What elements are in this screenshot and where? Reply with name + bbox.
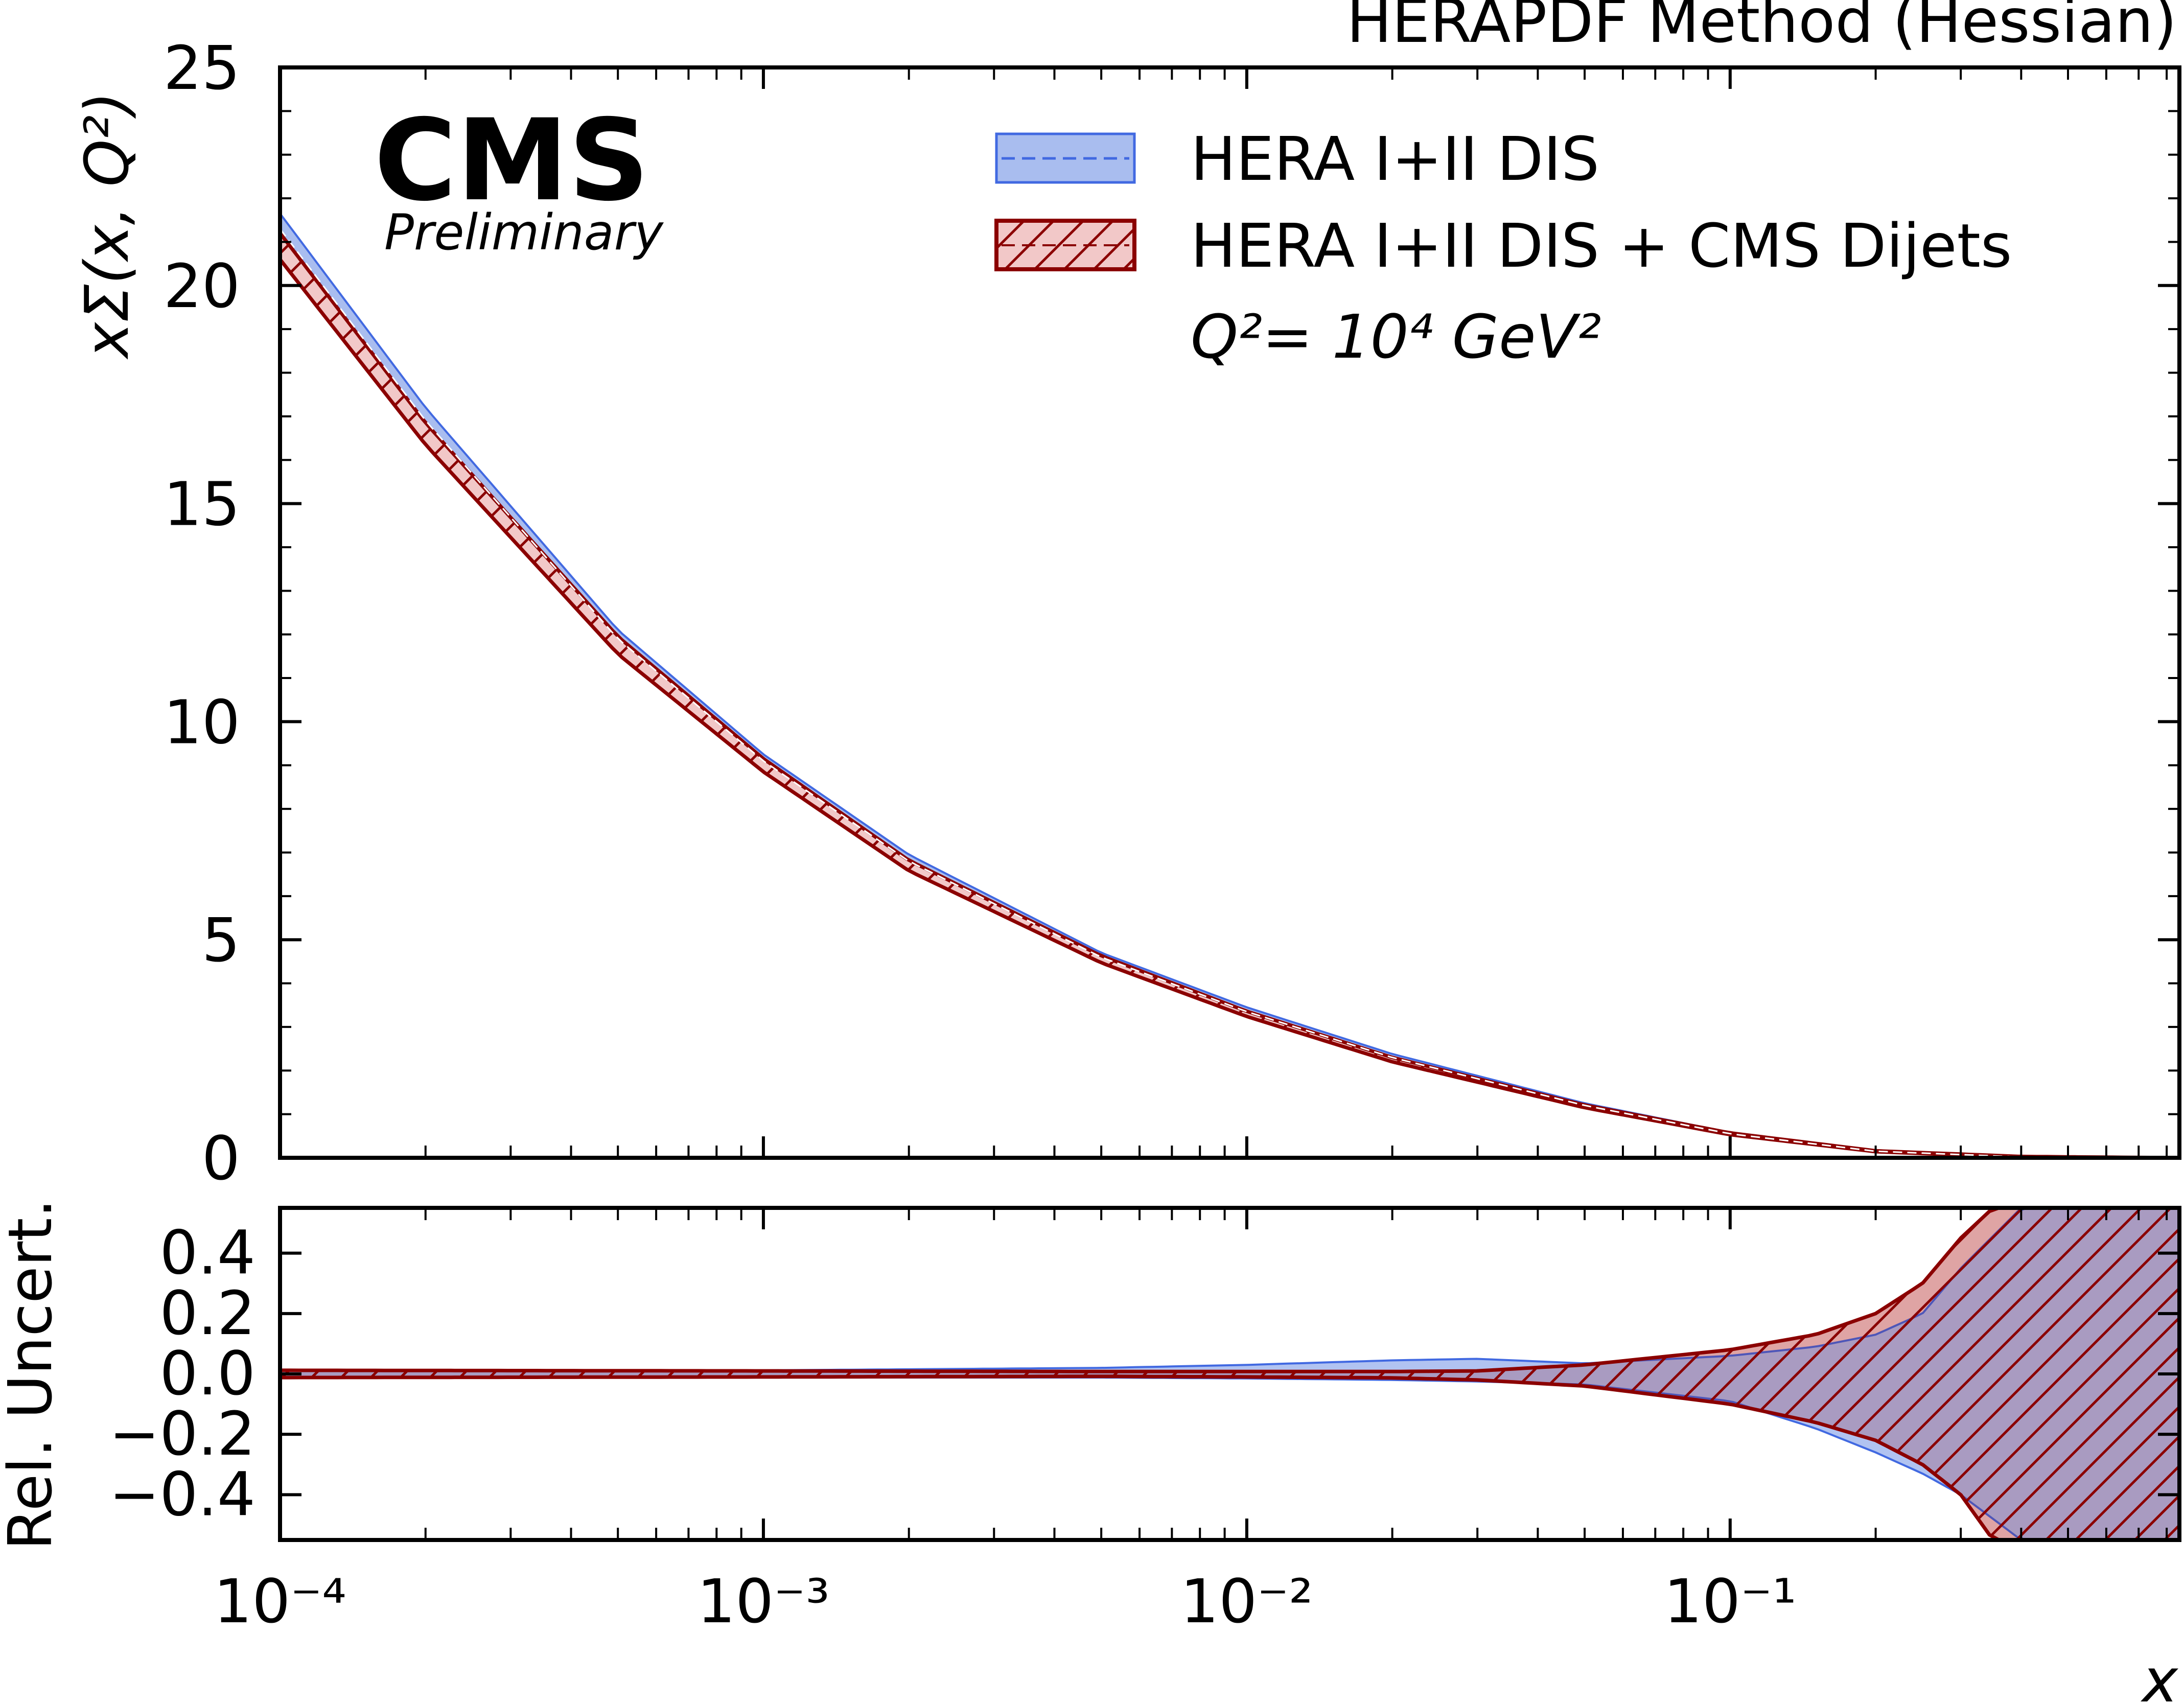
lower-ticks <box>278 1208 2179 1540</box>
xtick-labels: 10⁻⁴ 10⁻³ 10⁻² 10⁻¹ <box>214 1566 1797 1637</box>
band-hera-lower-edge <box>280 243 2179 1158</box>
preliminary-label: Preliminary <box>384 204 664 261</box>
rel-band-hera-cms-upper-edge <box>280 1208 2179 1373</box>
legend-q2-label: Q²= 10⁴ GeV² <box>1191 301 1601 372</box>
lower-ytick-label: 0.4 <box>159 1218 255 1288</box>
upper-bands <box>280 213 2179 1158</box>
upper-ytick-label: 10 <box>164 687 240 757</box>
upper-ytick-label: 5 <box>202 905 240 975</box>
upper-frame <box>278 65 2181 1160</box>
lower-ytick-label: 0.2 <box>159 1278 255 1348</box>
upper-ytick-labels: 0 5 10 15 20 25 <box>164 33 240 1194</box>
cms-logo: CMS <box>374 95 649 226</box>
legend-entry-hera: HERA I+II DIS <box>995 124 1599 194</box>
lower-ytick-labels: −0.4−0.20.00.20.4 <box>109 1218 255 1530</box>
band-hera-cms-lower-edge <box>280 258 2179 1158</box>
legend: HERA I+II DIS HERA I+II DIS + CMS Dijets… <box>994 124 2012 372</box>
upper-ytick-label: 0 <box>202 1123 240 1194</box>
central-line-hera <box>280 228 2179 1158</box>
legend-label-hera: HERA I+II DIS <box>1191 124 1599 194</box>
upper-title: HERAPDF Method (Hessian) <box>1346 0 2177 56</box>
upper-ylabel: xΣ(x, Q²) <box>72 91 142 360</box>
x-axis-label: x <box>2140 1645 2178 1704</box>
lower-ytick-label: 0.0 <box>159 1338 255 1409</box>
upper-ytick-label: 20 <box>164 251 240 321</box>
legend-entry-hera-cms: HERA I+II DIS + CMS Dijets <box>994 211 2012 281</box>
xtick-label: 10⁻² <box>1180 1566 1313 1637</box>
lower-panel: −0.4−0.20.00.20.4 10⁻⁴ 10⁻³ 10⁻² 10⁻¹ Rel. … <box>0 1199 2181 1704</box>
lower-ytick-label: −0.2 <box>109 1398 255 1469</box>
lower-ytick-label: −0.4 <box>109 1459 255 1529</box>
upper-ytick-label: 25 <box>164 33 240 103</box>
upper-panel: 0 5 10 15 20 25 HERAPDF Method (Hessian) xΣ(x… <box>72 0 2181 1194</box>
lower-ylabel: Rel. Uncert. <box>0 1199 65 1550</box>
upper-ticks <box>278 66 2179 1159</box>
xtick-label: 10⁻¹ <box>1664 1566 1797 1637</box>
xtick-label: 10⁻⁴ <box>214 1566 346 1637</box>
lower-bands <box>280 1208 2179 1540</box>
rel-band-hera-cms-hatch <box>280 1208 2179 1540</box>
xtick-label: 10⁻³ <box>697 1566 830 1637</box>
legend-label-hera-cms: HERA I+II DIS + CMS Dijets <box>1191 211 2012 281</box>
rel-band-hera-cms-lower-edge <box>280 1374 2179 1540</box>
upper-ytick-label: 15 <box>164 469 240 540</box>
